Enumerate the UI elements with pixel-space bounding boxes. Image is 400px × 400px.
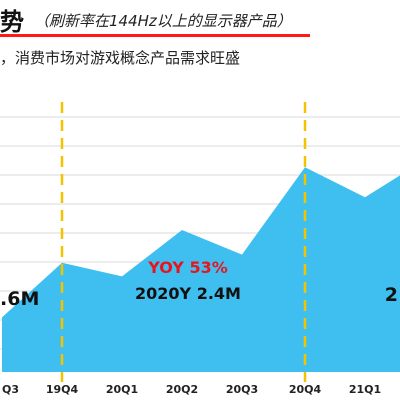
page-title-note: （刷新率在144Hz以上的显示器产品）	[34, 12, 292, 30]
x-tick-label: 19Q4	[46, 383, 79, 396]
annotation-year-2020: 2020Y 2.4M	[135, 284, 241, 303]
x-axis: Q3 19Q4 20Q1 20Q2 20Q3 20Q4 21Q1	[2, 383, 381, 396]
annotation-left-total: .6M	[0, 288, 39, 310]
x-tick-label: 20Q1	[106, 383, 138, 396]
area-series	[2, 167, 400, 372]
page-title: 势	[0, 8, 24, 36]
x-tick-label: Q3	[2, 383, 19, 396]
annotations: .6M YOY 53% 2020Y 2.4M 2	[0, 258, 398, 310]
x-tick-label: 21Q1	[349, 383, 381, 396]
title-underline	[0, 34, 310, 37]
annotation-right-total: 2	[385, 284, 398, 306]
period-dividers	[60, 102, 307, 382]
chart-description: ，消费市场对游戏概念产品需求旺盛	[0, 49, 241, 67]
title-row: 势 （刷新率在144Hz以上的显示器产品）	[0, 0, 400, 44]
x-tick-label: 20Q4	[289, 383, 322, 396]
annotation-yoy: YOY 53%	[147, 258, 228, 277]
x-tick-label: 20Q2	[166, 383, 198, 396]
x-tick-label: 20Q3	[226, 383, 258, 396]
